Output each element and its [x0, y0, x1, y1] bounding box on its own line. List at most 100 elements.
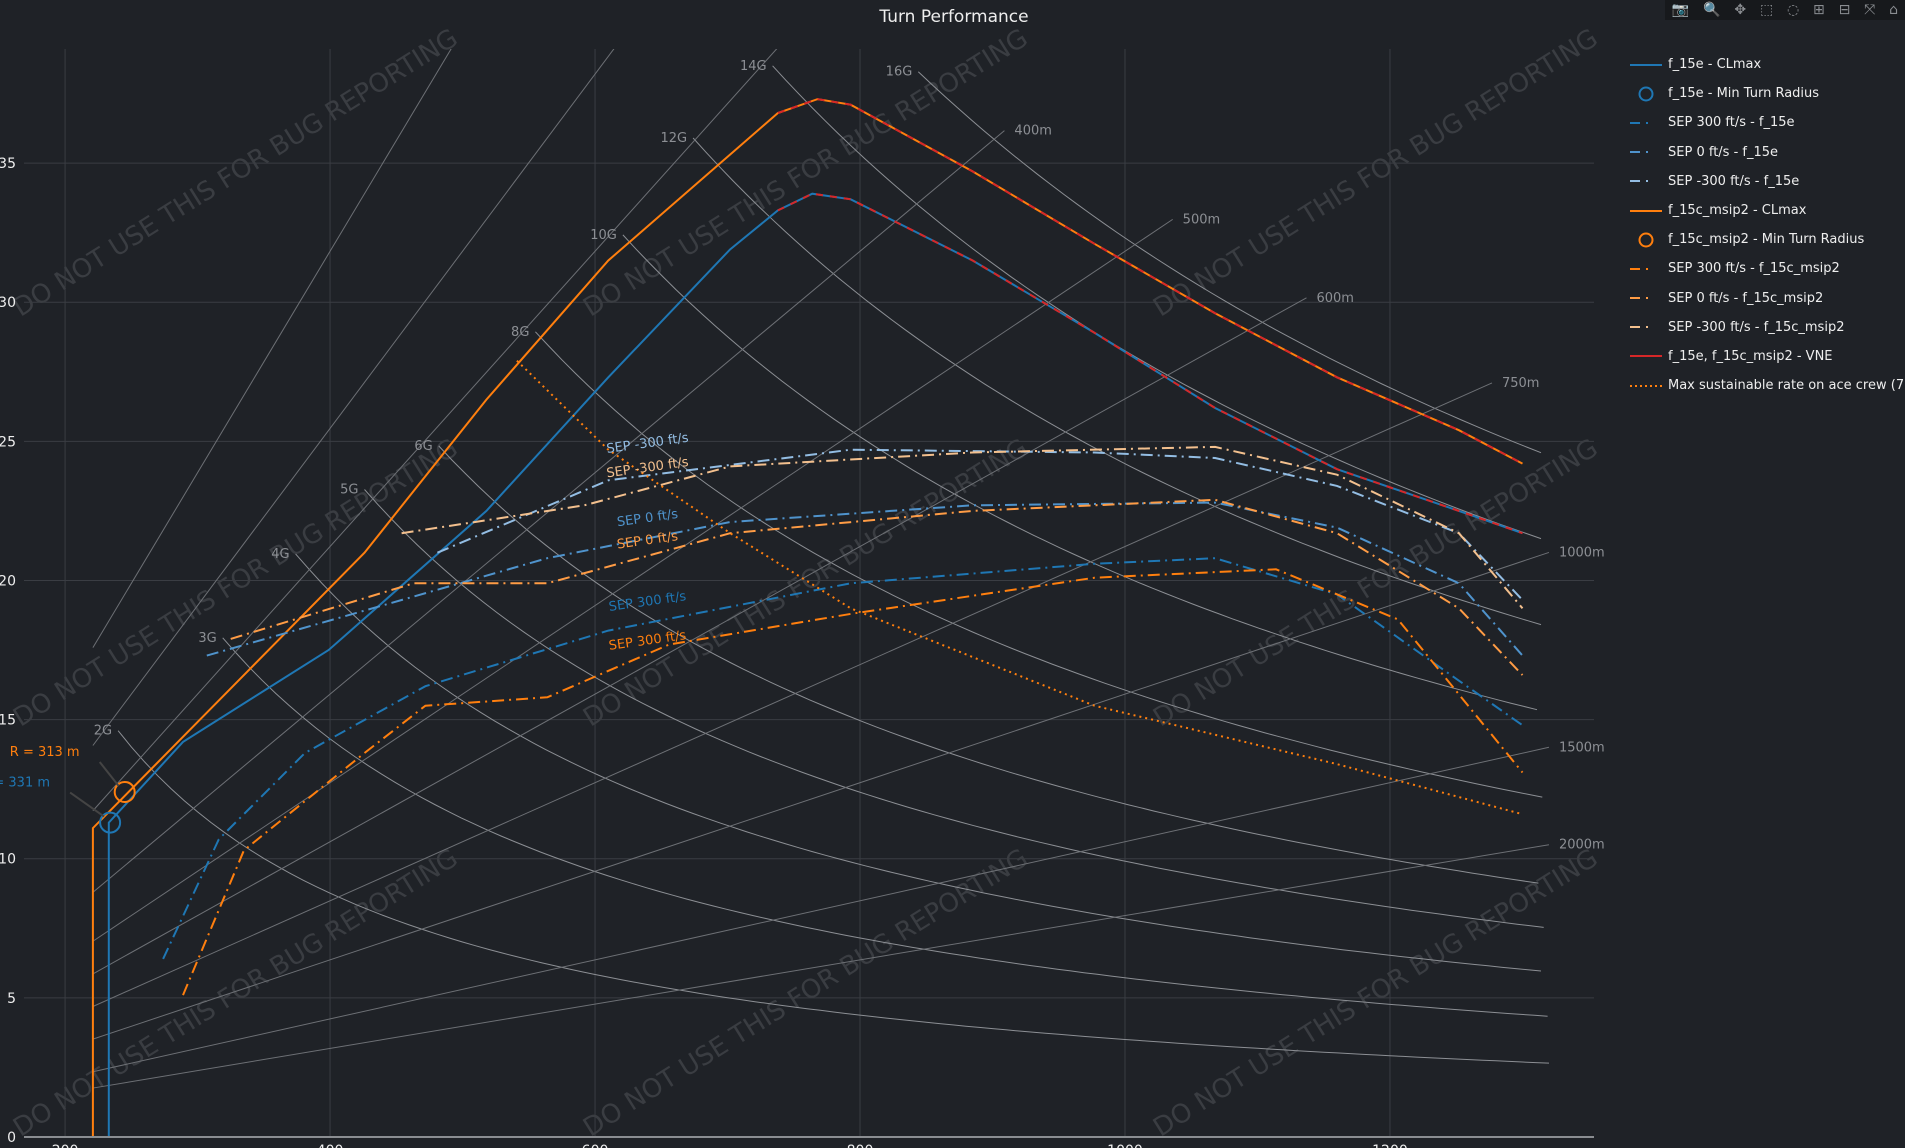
- radius-line: [92, 49, 615, 746]
- legend-item[interactable]: f_15c_msip2 - Min Turn Radius: [1628, 225, 1905, 254]
- sep-annotation: SEP 0 ft/s: [616, 507, 679, 530]
- legend-swatch: [1630, 121, 1662, 124]
- legend-label: SEP 0 ft/s - f_15c_msip2: [1668, 290, 1824, 306]
- legend-item[interactable]: SEP 300 ft/s - f_15c_msip2: [1628, 254, 1905, 283]
- g-line: [117, 730, 1550, 1064]
- zoom-out-icon[interactable]: ⊟: [1838, 2, 1851, 18]
- zoom-icon[interactable]: 🔍: [1703, 2, 1721, 18]
- radius-line: [92, 551, 1550, 1040]
- g-line: [692, 137, 1542, 626]
- legend-item[interactable]: f_15e, f_15c_msip2 - VNE: [1628, 342, 1905, 371]
- legend-item[interactable]: f_15e - Min Turn Radius: [1628, 79, 1905, 108]
- legend-item[interactable]: SEP 0 ft/s - f_15e: [1628, 138, 1905, 167]
- series-line: [182, 568, 1524, 996]
- y-tick-label: 15: [0, 713, 16, 729]
- x-tick-label: 400: [317, 1143, 344, 1148]
- radius-line: [92, 297, 1307, 975]
- radius-line: [92, 49, 452, 648]
- legend-item[interactable]: SEP -300 ft/s - f_15e: [1628, 167, 1905, 196]
- watermark-text: DO NOT USE THIS FOR BUG REPORTING: [578, 433, 1033, 733]
- series-line: [516, 359, 1523, 816]
- legend-swatch: [1630, 151, 1662, 154]
- g-line: [917, 71, 1542, 454]
- chart-title: Turn Performance: [878, 7, 1028, 27]
- radius-line-label: 400m: [1014, 124, 1051, 139]
- legend-swatch: [1630, 63, 1662, 66]
- radius-line: [92, 218, 1173, 942]
- legend-item[interactable]: SEP -300 ft/s - f_15c_msip2: [1628, 313, 1905, 342]
- legend-item[interactable]: SEP 0 ft/s - f_15c_msip2: [1628, 284, 1905, 313]
- radius-line: [92, 382, 1493, 1007]
- legend-label: f_15c_msip2 - CLmax: [1668, 203, 1807, 219]
- radius-line-label: 1500m: [1559, 740, 1605, 755]
- legend-label: SEP -300 ft/s - f_15e: [1668, 173, 1800, 189]
- g-line: [364, 489, 1544, 928]
- y-tick-label: 25: [0, 434, 16, 450]
- g-line: [438, 445, 1539, 884]
- legend-swatch: [1638, 232, 1654, 248]
- legend-item[interactable]: Max sustainable rate on ace crew (7.5: [1628, 371, 1905, 400]
- radius-line-label: 2000m: [1559, 838, 1605, 853]
- watermark-text: DO NOT USE THIS FOR BUG REPORTING: [578, 843, 1033, 1143]
- legend-label: f_15e, f_15c_msip2 - VNE: [1668, 348, 1833, 364]
- pan-icon[interactable]: ✥: [1734, 2, 1747, 18]
- zoom-in-icon[interactable]: ⊞: [1813, 2, 1825, 18]
- legend-swatch: [1630, 326, 1662, 329]
- x-tick-label: 1000: [1107, 1143, 1143, 1148]
- min-turn-radius-marker: [113, 780, 136, 803]
- home-icon[interactable]: ⌂: [1889, 2, 1899, 18]
- autoscale-icon[interactable]: ⤧: [1864, 2, 1876, 18]
- radius-line-label: 1000m: [1559, 545, 1605, 560]
- legend-label: SEP -300 ft/s - f_15c_msip2: [1668, 319, 1845, 335]
- y-tick-label: 20: [0, 573, 16, 589]
- y-tick-label: 10: [0, 852, 16, 868]
- radius-annotation: R = 313 m: [10, 745, 80, 760]
- g-line-label: 4G: [271, 547, 289, 562]
- series-line: [401, 445, 1524, 609]
- watermark-text: DO NOT USE THIS FOR BUG REPORTING: [578, 23, 1033, 323]
- legend-label: f_15e - CLmax: [1668, 57, 1762, 73]
- legend-label: f_15c_msip2 - Min Turn Radius: [1668, 232, 1865, 248]
- g-line: [622, 234, 1538, 711]
- y-tick-label: 30: [0, 295, 16, 311]
- legend-item[interactable]: SEP 300 ft/s - f_15e: [1628, 108, 1905, 137]
- g-line: [535, 331, 1543, 798]
- legend-item[interactable]: f_15c_msip2 - CLmax: [1628, 196, 1905, 225]
- watermark-text: DO NOT USE THIS FOR BUG REPORTING: [1148, 843, 1603, 1143]
- legend-item[interactable]: f_15e - CLmax: [1628, 50, 1905, 79]
- vne-line: [777, 98, 1523, 465]
- legend-label: SEP 0 ft/s - f_15e: [1668, 144, 1779, 160]
- sep-annotation: SEP -300 ft/s: [606, 431, 690, 457]
- radius-line-label: 750m: [1502, 376, 1539, 391]
- legend-swatch: [1630, 267, 1662, 270]
- series-line: [437, 448, 1524, 601]
- legend-label: Max sustainable rate on ace crew (7.5: [1668, 378, 1905, 394]
- camera-icon[interactable]: 📷: [1671, 2, 1690, 18]
- radius-line-label: 500m: [1183, 212, 1220, 227]
- g-line-label: 10G: [590, 228, 617, 243]
- watermark-text: DO NOT USE THIS FOR BUG REPORTING: [1148, 23, 1603, 323]
- annotation-arrow: [69, 791, 105, 818]
- y-tick-label: 0: [7, 1130, 16, 1146]
- y-tick-label: 5: [7, 991, 16, 1007]
- y-tick-label: 35: [0, 156, 16, 172]
- box-select-icon[interactable]: ⬚: [1759, 2, 1774, 18]
- legend-swatch: [1630, 355, 1662, 358]
- g-line-label: 2G: [94, 724, 112, 739]
- annotation-arrow: [98, 761, 120, 787]
- series-line: [162, 557, 1524, 960]
- x-tick-label: 600: [582, 1143, 609, 1148]
- legend-swatch: [1630, 297, 1662, 300]
- x-tick-label: 200: [52, 1143, 79, 1148]
- legend-swatch: [1638, 86, 1654, 102]
- min-turn-radius-marker: [99, 811, 122, 834]
- watermark-text: DO NOT USE THIS FOR BUG REPORTING: [8, 433, 463, 733]
- legend: f_15e - CLmax f_15e - Min Turn Radius SEP …: [1628, 50, 1905, 400]
- vne-line: [777, 192, 1523, 535]
- legend-swatch: [1630, 209, 1662, 212]
- g-line-label: 14G: [740, 59, 767, 74]
- g-line-label: 3G: [198, 631, 216, 646]
- sep-annotation: SEP 300 ft/s: [608, 589, 688, 615]
- lasso-icon[interactable]: ◌: [1787, 2, 1800, 18]
